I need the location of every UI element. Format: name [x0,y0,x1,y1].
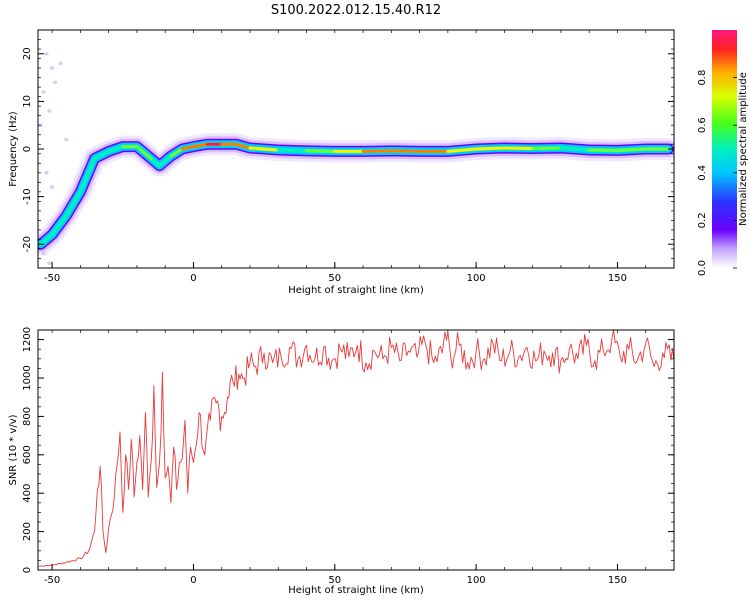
snr-ytick-label: 600 [22,445,33,464]
colorbar-tick-label: 0.0 [697,260,708,276]
noise-speck [49,66,55,70]
ridge-segment [615,147,648,152]
heatmap-xtick-label: 100 [467,273,486,284]
noise-speck [58,61,63,66]
heatmap-xtick-label: 150 [608,273,627,284]
colorbar-tick-label: 0.4 [697,165,708,181]
snr-ytick-label: 200 [22,522,33,541]
snr-ytick-label: 800 [22,407,33,426]
ridge-segment [191,142,210,149]
heatmap-ytick-label: 0 [22,146,33,152]
snr-xtick-label: 100 [467,575,486,586]
noise-speck [64,137,69,142]
noise-speck [47,109,52,113]
colorbar-gradient [712,30,737,268]
noise-speck [47,261,52,266]
heatmap-xtick-label: -50 [44,273,60,284]
ridge-segment [234,142,252,150]
snr-xtick-label: 150 [608,575,627,586]
colorbar-label: Normalized spectral amplitude [738,72,749,226]
ridge-segment [446,147,478,153]
snr-ytick-label: 1000 [22,365,33,390]
noise-speck [52,80,58,85]
snr-xtick-label: 0 [190,575,196,586]
snr-xlabel: Height of straight line (km) [288,585,424,596]
snr-series-line [38,330,674,567]
snr-ylabel: SNR (10 * v/v) [8,414,19,485]
ridge-segment [180,145,195,151]
heatmap-xtick-label: 50 [328,273,341,284]
noise-speck [44,52,49,56]
snr-xtick-label: -50 [44,575,60,586]
snr-frame [37,329,675,571]
ridge-segment [135,145,153,161]
heatmap-xlabel: Height of straight line (km) [288,285,424,296]
heatmap-ytick-label: 20 [22,47,33,60]
ridge-segment [158,154,173,168]
noise-speck [49,185,55,189]
heatmap-ylabel: Frequency (Hz) [8,111,19,187]
heatmap-panel: -50 0 50 100 150 -20 -10 0 10 20 Height of straig… [8,29,675,296]
snr-ytick-label: 1200 [22,327,33,352]
heatmap-ytick-label: 10 [22,95,33,108]
ridge-segment [248,146,280,152]
colorbar-tick-label: 0.2 [697,212,708,228]
ridge-segment [474,146,506,151]
snr-ytick-label: 400 [22,484,33,503]
heatmap-ytick-label: -20 [22,236,33,252]
colorbar: 0.0 0.2 0.4 0.6 0.8 Normalized spectral ampl… [697,30,749,276]
heatmap-ytick-label: -10 [22,188,33,204]
colorbar-tick-label: 0.6 [697,117,708,133]
noise-speck [44,171,49,175]
figure-title: S100.2022.012.15.40.R12 [271,3,441,18]
snr-xtick-label: 50 [328,575,341,586]
noise-speck [41,251,46,256]
ridge-segment [559,146,591,152]
snr-panel: -50 0 50 100 150 0 200 400 600 800 1000 1200 Height… [8,327,675,596]
heatmap-xtick-label: 0 [190,273,196,284]
colorbar-tick-label: 0.8 [697,70,708,86]
snr-ytick-label: 0 [22,567,33,573]
noise-speck [41,90,46,94]
ridge-segment [169,147,184,158]
ridge-segment [276,148,309,153]
